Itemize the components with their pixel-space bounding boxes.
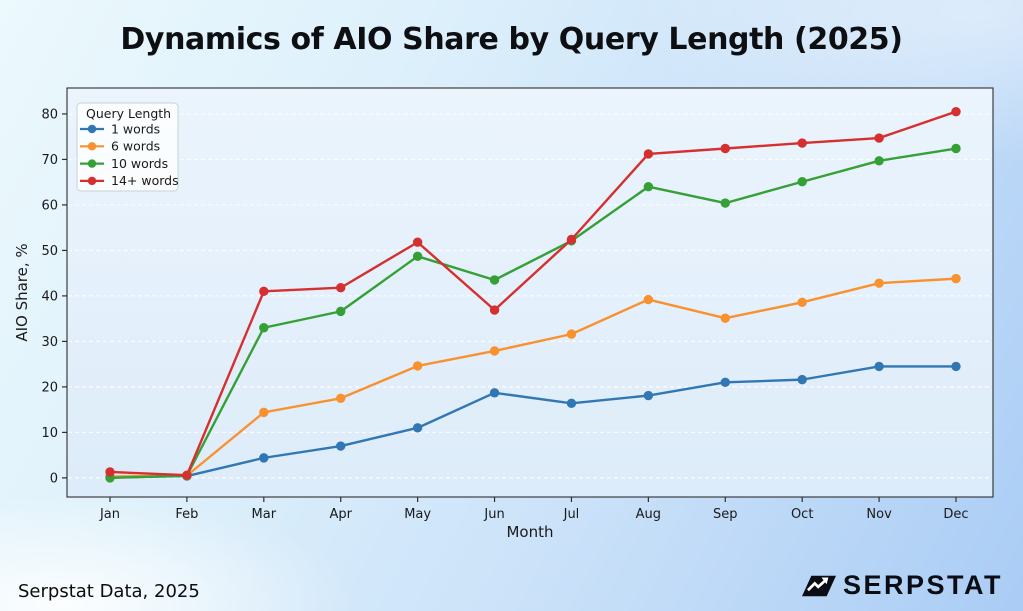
x-tick-label: Feb	[175, 507, 198, 522]
legend-label: 10 words	[111, 156, 168, 171]
x-tick-label: Sep	[713, 507, 738, 522]
x-tick-label: Mar	[252, 507, 277, 522]
serpstat-logo-text: SERPSTAT	[842, 570, 1003, 600]
data-point	[412, 251, 423, 262]
axes-spines	[66, 87, 994, 498]
data-point	[874, 361, 884, 372]
data-point	[336, 441, 346, 451]
data-point	[797, 177, 807, 187]
data-source-caption: Serpstat Data, 2025	[18, 581, 200, 602]
data-point	[336, 393, 346, 403]
serpstat-logo-icon	[801, 575, 836, 596]
data-point	[489, 275, 500, 285]
data-point	[259, 323, 269, 333]
data-point	[797, 297, 807, 307]
data-point	[259, 286, 269, 297]
x-tick-label: Jul	[563, 507, 580, 522]
data-point	[874, 133, 884, 143]
data-point	[336, 283, 346, 293]
legend-label: 14+ words	[111, 173, 179, 188]
data-point	[336, 306, 346, 317]
data-point	[643, 182, 654, 192]
data-point	[489, 388, 500, 398]
y-tick-label: 0	[50, 471, 58, 486]
y-tick-label: 60	[41, 198, 58, 213]
data-point	[951, 361, 961, 372]
data-point	[566, 234, 577, 245]
y-tick-label: 40	[41, 289, 58, 304]
x-tick-label: Nov	[866, 507, 892, 522]
legend-title: Query Length	[86, 106, 171, 121]
legend-entry: 1 words	[80, 121, 160, 136]
x-tick-label: May	[404, 507, 431, 522]
data-point	[720, 143, 730, 154]
data-point	[874, 156, 884, 166]
x-tick-label: Jan	[99, 507, 120, 522]
data-point	[951, 273, 961, 284]
data-point	[720, 313, 730, 323]
data-point	[412, 361, 423, 371]
legend-label: 1 words	[111, 121, 160, 136]
page-title: Dynamics of AIO Share by Query Length (2…	[120, 22, 903, 57]
data-point	[412, 237, 423, 247]
legend-entry: 10 words	[80, 156, 168, 171]
data-point	[643, 149, 654, 159]
data-point	[489, 305, 500, 315]
data-point	[182, 470, 192, 480]
data-point	[489, 346, 500, 356]
data-point	[797, 374, 807, 385]
y-axis-title: AIO Share, %	[13, 243, 31, 341]
aio-share-chart: 0 10 20 30 40 50 60 70 80 Jan Feb Mar Apr May Jun Jul Au…	[0, 75, 1023, 545]
series-10-words	[105, 143, 961, 483]
series-14+-words	[105, 106, 961, 480]
data-point	[720, 377, 730, 388]
x-tick-label: Dec	[943, 507, 968, 522]
series-6-words	[105, 273, 961, 482]
data-point	[105, 467, 115, 477]
legend-label: 6 words	[111, 139, 160, 154]
data-point	[951, 106, 961, 117]
y-tick-label: 70	[41, 153, 58, 168]
gridlines	[68, 113, 992, 479]
y-tick-label: 80	[41, 107, 58, 122]
x-tick-label: Apr	[329, 507, 352, 522]
data-point	[259, 407, 269, 418]
plot-area	[67, 88, 993, 497]
data-point	[951, 143, 961, 154]
y-tick-label: 10	[41, 426, 58, 441]
data-point	[643, 294, 654, 305]
y-axis: 0 10 20 30 40 50 60 70 80	[41, 107, 67, 486]
data-point	[412, 423, 423, 433]
legend-entry: 6 words	[80, 139, 160, 154]
x-axis: Jan Feb Mar Apr May Jun Jul Aug Sep Oct Nov Dec	[99, 497, 969, 522]
x-tick-label: Aug	[636, 507, 661, 522]
x-axis-title: Month	[506, 523, 553, 541]
data-point	[874, 278, 884, 288]
data-point	[566, 329, 577, 339]
data-point	[797, 138, 807, 148]
data-point	[643, 390, 654, 401]
serpstat-logo: SERPSTAT	[801, 570, 1003, 601]
y-tick-label: 50	[41, 244, 58, 259]
line-chart-canvas: 0 10 20 30 40 50 60 70 80 Jan Feb Mar Apr May Jun Jul Au…	[13, 87, 994, 541]
data-point	[720, 198, 730, 208]
legend-entry: 14+ words	[80, 173, 179, 188]
x-tick-label: Jun	[483, 507, 504, 522]
x-tick-label: Oct	[791, 507, 813, 522]
data-point	[566, 398, 577, 408]
y-tick-label: 30	[41, 335, 58, 350]
y-tick-label: 20	[41, 380, 58, 395]
data-point	[259, 453, 269, 463]
